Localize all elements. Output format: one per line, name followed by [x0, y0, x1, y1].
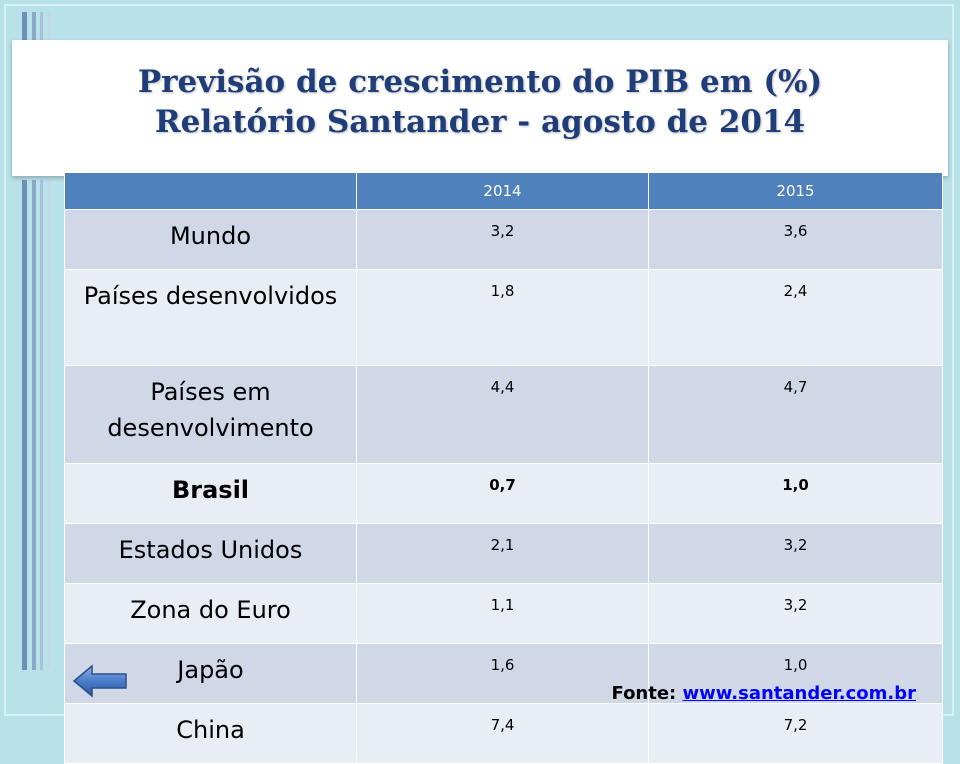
value-2014: 7,4: [356, 703, 649, 764]
row-label: Países desenvolvidos: [64, 269, 357, 366]
back-arrow-icon[interactable]: [72, 664, 128, 698]
title-panel: Previsão de crescimento do PIB em (%) Re…: [12, 40, 948, 176]
source-note: Fonte: www.santander.com.br: [612, 683, 917, 704]
table-row: China 7,4 7,2: [64, 703, 943, 764]
row-label: Zona do Euro: [64, 583, 357, 644]
table-row: Mundo 3,2 3,6: [64, 209, 943, 270]
table-row: Zona do Euro 1,1 3,2: [64, 583, 943, 644]
value-2014: 1,1: [356, 583, 649, 644]
value-2014: 1,6: [356, 643, 649, 704]
table-row: Brasil 0,7 1,0: [64, 463, 943, 524]
table-header-row: 2014 2015: [64, 172, 943, 210]
value-2014: 4,4: [356, 365, 649, 464]
row-label: Mundo: [64, 209, 357, 270]
table-row: Estados Unidos 2,1 3,2: [64, 523, 943, 584]
row-label: Países em desenvolvimento: [64, 365, 357, 464]
table-row: Países em desenvolvimento 4,4 4,7: [64, 365, 943, 464]
row-label: Brasil: [64, 463, 357, 524]
value-2014: 2,1: [356, 523, 649, 584]
header-2015: 2015: [648, 172, 943, 210]
value-2015: 4,7: [648, 365, 943, 464]
value-2015: 2,4: [648, 269, 943, 366]
value-2015: 1,0: [648, 463, 943, 524]
source-link[interactable]: www.santander.com.br: [682, 683, 916, 704]
value-2014: 3,2: [356, 209, 649, 270]
row-label: China: [64, 703, 357, 764]
value-2015: 7,2: [648, 703, 943, 764]
value-2014: 1,8: [356, 269, 649, 366]
header-2014: 2014: [356, 172, 649, 210]
table-row: Japão 1,6 1,0: [64, 643, 943, 704]
value-2015: 3,6: [648, 209, 943, 270]
slide-title: Previsão de crescimento do PIB em (%): [137, 64, 823, 100]
value-2014: 0,7: [356, 463, 649, 524]
slide-subtitle: Relatório Santander - agosto de 2014: [154, 104, 806, 140]
value-2015: 3,2: [648, 583, 943, 644]
value-2015: 3,2: [648, 523, 943, 584]
header-label-column: [64, 172, 357, 210]
table-row: Países desenvolvidos 1,8 2,4: [64, 269, 943, 366]
value-2015: 1,0: [648, 643, 943, 704]
row-label: Estados Unidos: [64, 523, 357, 584]
source-label: Fonte:: [611, 683, 677, 704]
gdp-forecast-table: 2014 2015 Mundo 3,2 3,6 Países desenvolv…: [64, 172, 943, 764]
